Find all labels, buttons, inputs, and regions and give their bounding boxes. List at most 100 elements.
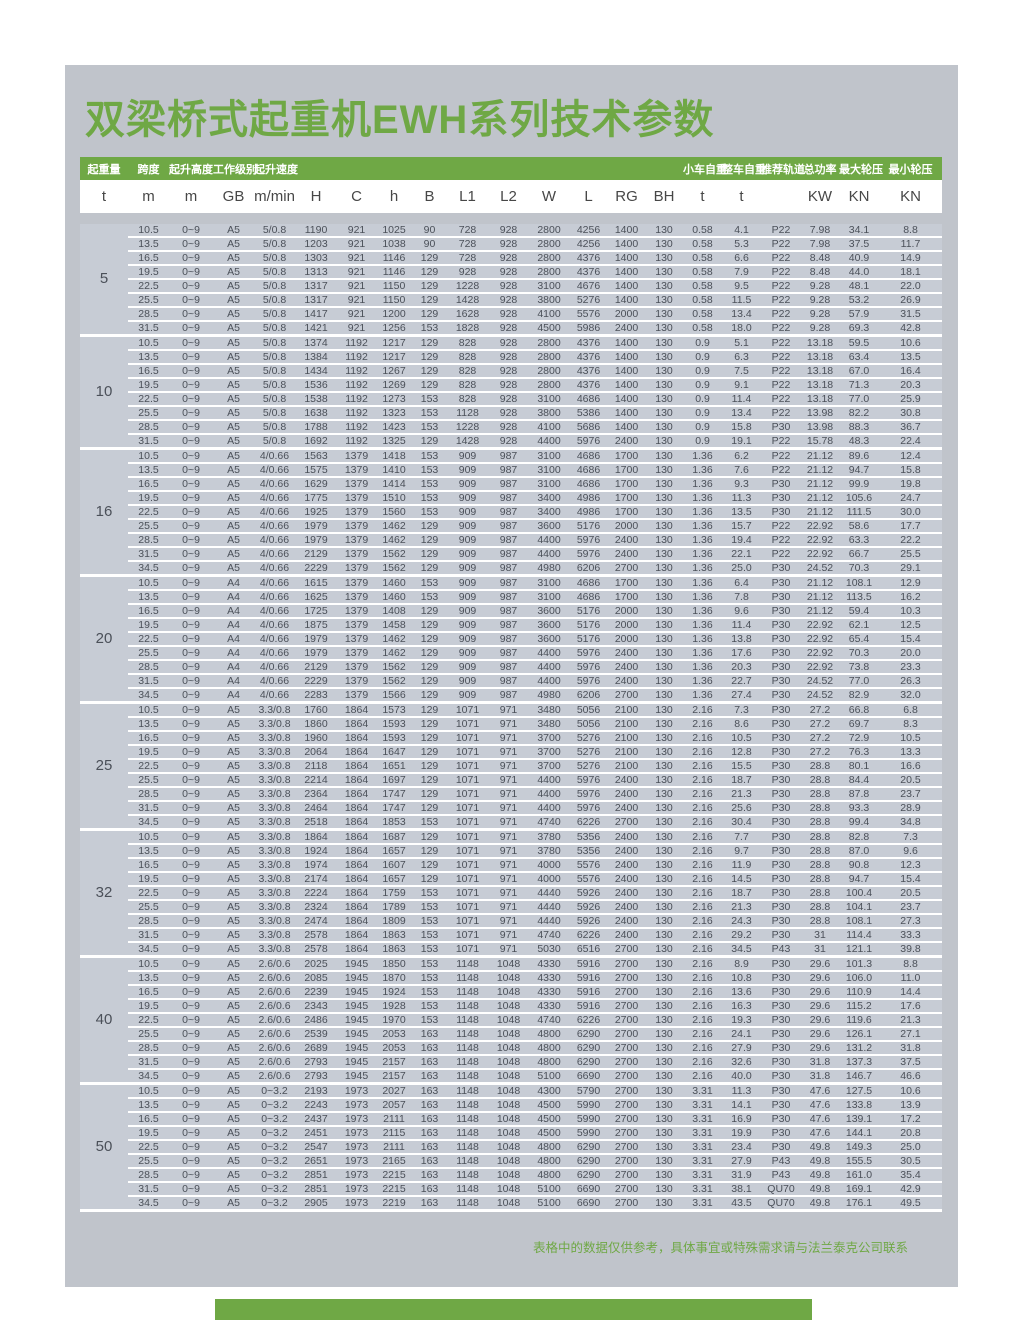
spec-cell: 114.4 [839,928,879,943]
spec-cell: 101.3 [839,956,879,972]
spec-cell: 1048 [488,1154,529,1169]
spec-cell: 3600 [529,618,569,633]
spec-cell: 3.3/0.8 [254,717,295,732]
spec-cell: 163 [412,1027,447,1042]
spec-cell: QU70 [761,1196,801,1212]
spec-cell: 20.5 [879,886,942,901]
spec-cell: 0~9 [169,1083,213,1099]
spec-cell: 928 [488,293,529,308]
spec-cell: P30 [761,745,801,760]
spec-cell: 3100 [529,392,569,407]
spec-cell: P30 [761,900,801,915]
spec-cell: A5 [213,378,254,393]
spec-cell: 7.3 [879,829,942,845]
spec-cell: 1148 [447,1196,488,1212]
spec-cell: 921 [337,321,376,337]
spec-cell: 1462 [376,519,412,534]
spec-cell: 48.1 [839,279,879,294]
spec-cell: 130 [645,293,683,308]
table-row: 31.5 0~9 A5 3.3/0.8 2578 1864 1863 153 1071 971 47… [80,928,942,943]
spec-cell: 2700 [608,1055,645,1070]
spec-cell: 16.5 [128,604,169,619]
spec-cell: 6290 [569,1168,608,1183]
spec-cell: 82.9 [839,688,879,704]
column-group-header [447,157,488,180]
spec-cell: 1048 [488,1140,529,1155]
spec-cell: 24.1 [722,1027,761,1042]
spec-cell: 921 [337,224,376,238]
spec-cell: 1148 [447,956,488,972]
spec-cell: P30 [761,787,801,802]
spec-cell: 909 [447,632,488,647]
column-unit-header: h [376,180,412,213]
spec-cell: 16.5 [128,1112,169,1127]
spec-cell: 153 [412,942,447,958]
spec-cell: 27.2 [801,702,839,718]
spec-cell: 3.31 [683,1083,722,1099]
spec-cell: 2400 [608,914,645,929]
spec-cell: 27.9 [722,1041,761,1056]
spec-cell: 987 [488,688,529,704]
spec-cell: 1048 [488,985,529,1000]
spec-cell: 31.5 [128,1182,169,1197]
spec-cell: 1864 [337,702,376,718]
spec-cell: 30.0 [879,505,942,520]
spec-cell: A5 [213,237,254,252]
spec-cell: 1071 [447,773,488,788]
spec-cell: 153 [412,590,447,605]
spec-cell: 4330 [529,971,569,986]
spec-cell: 1700 [608,477,645,492]
spec-cell: 5916 [569,971,608,986]
spec-cell: 1148 [447,1182,488,1197]
spec-cell: 163 [412,1126,447,1141]
spec-cell: 3.3/0.8 [254,942,295,958]
spec-cell: 1400 [608,378,645,393]
spec-cell: 4800 [529,1140,569,1155]
spec-cell: P22 [761,293,801,308]
spec-cell: 4256 [569,237,608,252]
spec-cell: 163 [412,1140,447,1155]
spec-cell: P30 [761,561,801,577]
spec-cell: 155.5 [839,1154,879,1169]
spec-cell: 1563 [295,448,337,464]
spec-cell: 4/0.66 [254,674,295,689]
spec-cell: 1203 [295,237,337,252]
column-group-header: 起重量 [80,157,128,180]
spec-cell: 6.3 [722,350,761,365]
spec-cell: 1379 [337,505,376,520]
spec-cell: 1945 [337,1027,376,1042]
spec-cell: 129 [412,561,447,577]
spec-cell: 1863 [376,928,412,943]
spec-cell: 1973 [337,1083,376,1099]
spec-cell: 17.6 [879,999,942,1014]
spec-cell: 0~3.2 [254,1196,295,1212]
spec-cell: 130 [645,942,683,958]
spec-cell: 28.8 [801,872,839,887]
spec-cell: 1414 [376,477,412,492]
spec-cell: 4986 [569,505,608,520]
spec-cell: A4 [213,618,254,633]
spec-cell: 0~9 [169,604,213,619]
spec-cell: 28.8 [801,801,839,816]
spec-cell: 146.7 [839,1069,879,1085]
spec-cell: 2.16 [683,702,722,718]
spec-cell: 1747 [376,787,412,802]
spec-cell: 0~9 [169,1041,213,1056]
spec-cell: 1945 [337,1069,376,1085]
spec-cell: 8.48 [801,265,839,280]
table-row: 22.5 0~9 A5 0~3.2 2547 1973 2111 163 1148 1048 480… [80,1140,942,1155]
spec-cell: 909 [447,590,488,605]
spec-cell: 928 [488,364,529,379]
spec-cell: P30 [761,660,801,675]
spec-cell: 153 [412,448,447,464]
spec-cell: 5276 [569,731,608,746]
spec-cell: 5100 [529,1196,569,1212]
spec-cell: 5576 [569,872,608,887]
spec-cell: 1379 [337,533,376,548]
spec-cell: 1864 [337,717,376,732]
spec-cell: 1217 [376,335,412,351]
spec-cell: 928 [488,224,529,238]
spec-cell: 6226 [569,1013,608,1028]
spec-cell: 34.5 [128,1196,169,1212]
spec-cell: 1864 [337,928,376,943]
